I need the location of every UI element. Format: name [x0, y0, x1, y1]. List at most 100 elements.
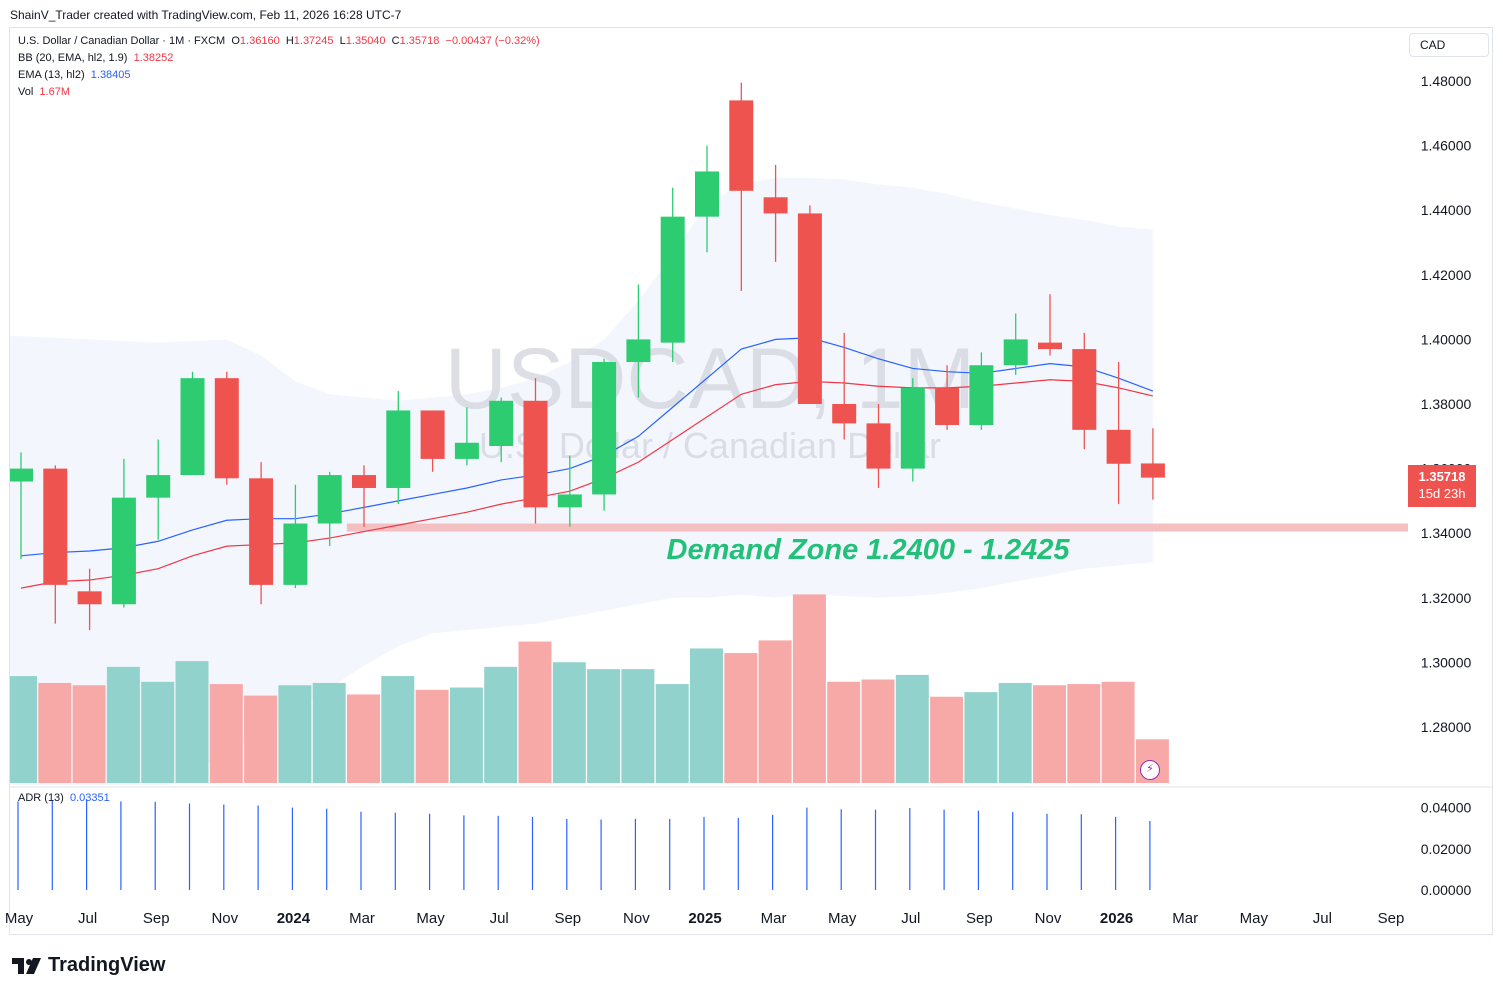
volume-bar — [72, 685, 106, 783]
tradingview-logo: TradingView — [12, 954, 165, 977]
x-tick-label: Mar — [349, 910, 375, 927]
y-tick-label: 1.38000 — [1421, 396, 1472, 412]
demand-zone-band — [346, 523, 1408, 532]
legend-open: 1.36160 — [239, 35, 280, 47]
candle-body — [626, 339, 651, 363]
brand-name: TradingView — [48, 954, 166, 976]
legend-high: 1.37245 — [293, 35, 334, 47]
candle-body — [1003, 339, 1028, 366]
candle-body — [283, 523, 308, 585]
bollinger-band-fill — [10, 177, 1153, 785]
volume-bar — [415, 689, 449, 783]
candle-body — [386, 410, 411, 488]
x-tick-label: May — [416, 910, 445, 927]
volume-bar — [587, 669, 621, 783]
chart-credit: ShainV_Trader created with TradingView.c… — [10, 8, 402, 22]
legend-close-label: C — [391, 35, 400, 47]
x-tick-label: 2024 — [277, 910, 311, 927]
legend-high-label: H — [285, 35, 294, 47]
candle-body — [420, 410, 445, 459]
x-tick-label: Mar — [1172, 910, 1198, 927]
y-tick-label: 1.28000 — [1421, 719, 1472, 735]
volume-bar — [209, 684, 243, 783]
ema-line — [20, 337, 1154, 557]
y-tick-label: 1.46000 — [1421, 138, 1472, 154]
candle-body — [352, 475, 376, 488]
x-tick-label: Jul — [1313, 910, 1332, 927]
x-tick-label: 2025 — [688, 910, 721, 927]
candle-body — [797, 213, 822, 404]
volume-bar — [861, 679, 895, 783]
legend-low-label: L — [339, 35, 346, 47]
candle-body — [146, 475, 171, 498]
bar-countdown: 15d 23h — [1418, 486, 1466, 501]
x-tick-label: Nov — [623, 910, 650, 927]
candle-body — [214, 378, 239, 479]
candle-body — [454, 442, 479, 459]
legend-ema-label: EMA (13, hl2) — [18, 69, 85, 81]
adr-tick-label: 0.04000 — [1421, 800, 1472, 816]
volume-bar — [827, 681, 861, 783]
bb-basis-line — [20, 379, 1154, 589]
volume-bar — [758, 640, 792, 783]
legend-ema-value: 1.38405 — [90, 69, 131, 81]
x-tick-label: 2026 — [1100, 910, 1133, 927]
volume-bar — [518, 641, 552, 783]
legend-vol-value: 1.67M — [39, 86, 70, 98]
tv-logo-icon — [12, 957, 41, 974]
volume-bar — [895, 674, 929, 783]
candle-body — [489, 400, 514, 446]
y-tick-label: 1.40000 — [1421, 331, 1472, 347]
adr-tick-label: 0.02000 — [1421, 841, 1472, 857]
lightning-icon[interactable]: ⚡ — [1140, 760, 1160, 780]
volume-bar — [312, 682, 346, 783]
y-tick-label: 1.30000 — [1421, 654, 1472, 670]
volume-bar — [484, 666, 518, 783]
volume-bar — [552, 662, 586, 783]
legend-bb-value: 1.38252 — [133, 52, 174, 64]
candle-body — [592, 362, 617, 495]
candle-body — [763, 197, 788, 214]
candle-body — [695, 171, 719, 217]
volume-bar — [792, 594, 826, 783]
y-tick-label: 1.42000 — [1421, 267, 1472, 283]
volume-bar — [690, 648, 723, 783]
legend-ema[interactable]: EMA (13, hl2) 1.38405 — [18, 69, 131, 81]
adr-tick-label: 0.00000 — [1421, 882, 1472, 898]
volume-bar — [381, 676, 415, 783]
x-tick-label: Jul — [490, 910, 509, 927]
candle-body — [1140, 463, 1165, 478]
candle-body — [935, 387, 960, 425]
candle-body — [249, 478, 274, 585]
volume-bar — [621, 669, 655, 783]
volume-bar — [175, 661, 209, 783]
x-tick-label: May — [828, 910, 857, 927]
volume-bar — [655, 684, 689, 783]
currency-selector[interactable]: CAD — [1409, 33, 1489, 57]
y-tick-label: 1.44000 — [1421, 202, 1472, 218]
volume-bar — [38, 682, 72, 783]
y-tick-label: 1.34000 — [1421, 525, 1472, 541]
candle-body — [900, 387, 925, 469]
candle-body — [832, 404, 857, 424]
legend-symbol: U.S. Dollar / Canadian Dollar · 1M · FXC… — [18, 35, 226, 47]
x-tick-label: Jul — [78, 910, 97, 927]
volume-bar — [1033, 685, 1066, 783]
y-tick-label: 1.32000 — [1421, 590, 1472, 606]
candle-body — [1038, 342, 1062, 350]
legend-adr-value: 0.03351 — [69, 792, 110, 804]
legend-vol[interactable]: Vol 1.67M — [18, 86, 70, 98]
watermark-name: U.S. Dollar / Canadian Dollar — [479, 425, 941, 466]
x-tick-label: May — [5, 910, 34, 927]
legend-bb[interactable]: BB (20, EMA, hl2, 1.9) 1.38252 — [18, 52, 173, 64]
legend-low: 1.35040 — [345, 35, 386, 47]
volume-bar — [278, 685, 312, 783]
candle-body — [969, 365, 994, 425]
legend-ohlc[interactable]: U.S. Dollar / Canadian Dollar · 1M · FXC… — [18, 35, 540, 47]
volume-bar — [930, 696, 964, 783]
legend-adr[interactable]: ADR (13) 0.03351 — [18, 792, 110, 804]
last-price-tag: 1.35718 15d 23h — [1408, 465, 1476, 507]
legend-open-label: O — [231, 35, 240, 47]
x-tick-label: Sep — [966, 910, 993, 927]
